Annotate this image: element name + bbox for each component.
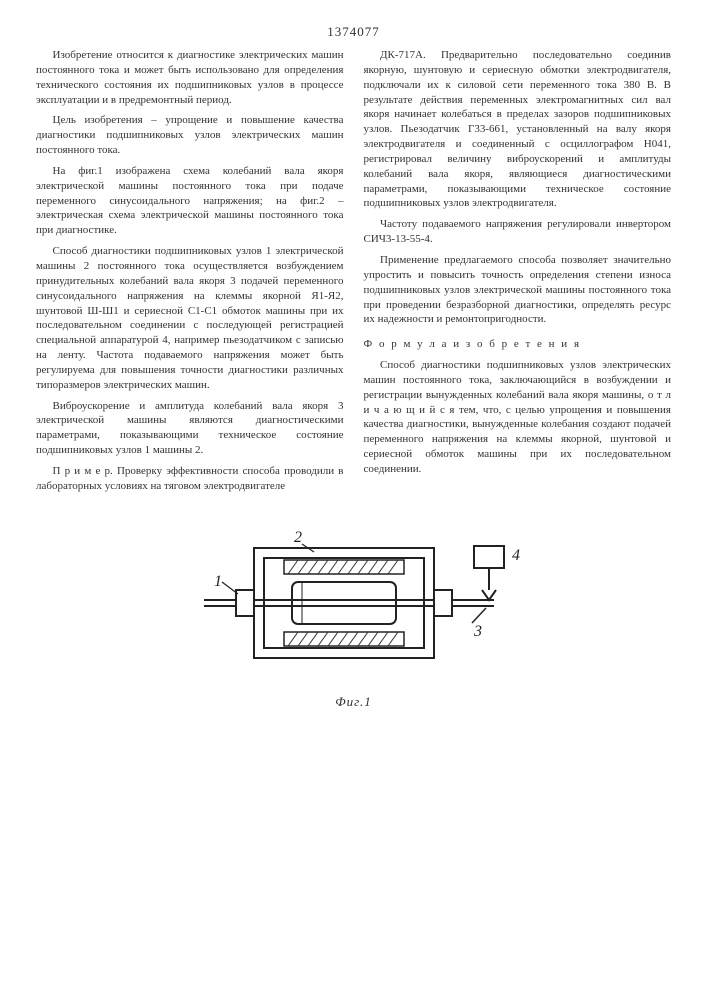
paragraph: Виброускорение и амплитуда колебаний вал… [36, 399, 344, 458]
figure-label-2: 2 [294, 529, 302, 546]
claim-text: Способ диагностики подшипниковых узлов э… [364, 358, 672, 477]
document-number: 1374077 [36, 24, 671, 40]
paragraph: Изобретение относится к диагностике элек… [36, 48, 344, 107]
figure-label-3: 3 [473, 623, 482, 640]
figure-label-4: 4 [512, 547, 520, 564]
paragraph: Способ диагностики подшипниковых узлов 1… [36, 244, 344, 392]
figure-1: 1 2 3 4 Фиг.1 [36, 528, 671, 710]
figure-label-1: 1 [214, 573, 222, 590]
paragraph: На фиг.1 изображена схема колебаний вала… [36, 164, 344, 238]
paragraph: П р и м е р. Проверку эффективности спос… [36, 464, 344, 494]
paragraph: ДК-717А. Предварительно последовательно … [364, 48, 672, 211]
paragraph: Цель изобретения – упрощение и повышение… [36, 113, 344, 158]
left-column: Изобретение относится к диагностике элек… [36, 48, 344, 500]
right-column: ДК-717А. Предварительно последовательно … [364, 48, 672, 500]
figure-caption: Фиг.1 [36, 694, 671, 710]
formula-title: Ф о р м у л а и з о б р е т е н и я [364, 337, 672, 352]
text-columns: Изобретение относится к диагностике элек… [36, 48, 671, 500]
figure-svg: 1 2 3 4 [174, 528, 534, 688]
paragraph: Частоту подаваемого напряжения регулиров… [364, 217, 672, 247]
paragraph: Применение предлагаемого способа позволя… [364, 253, 672, 327]
